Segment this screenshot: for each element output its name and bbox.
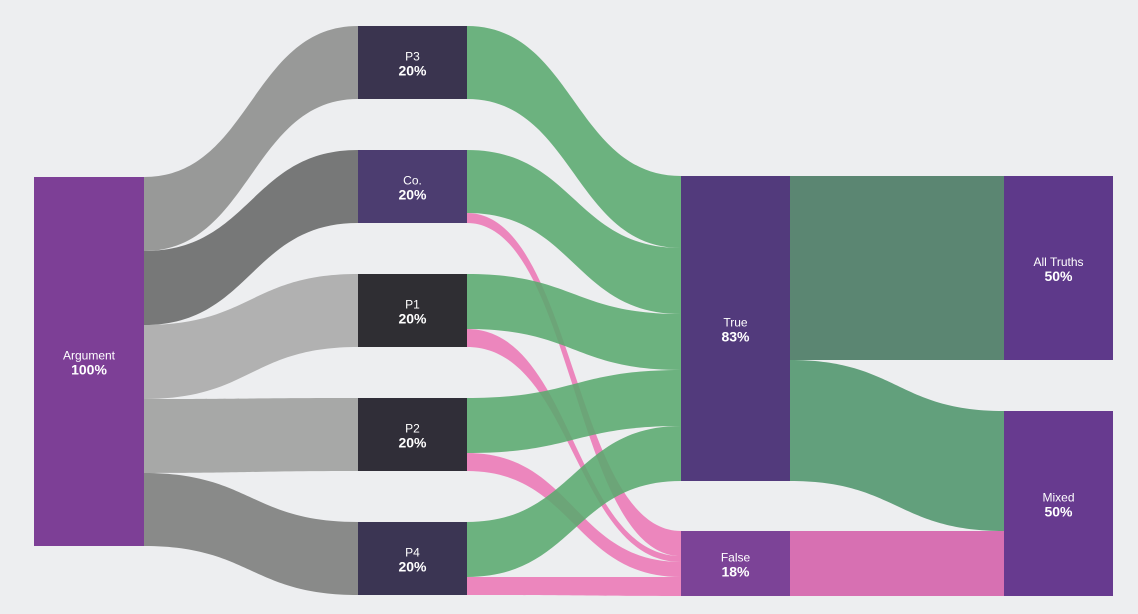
link-p4-to-true[interactable]: [467, 426, 681, 577]
node-true-value: 83%: [721, 329, 750, 345]
node-false-rect: [681, 531, 790, 596]
node-p4-value: 20%: [398, 559, 427, 575]
node-co-value: 20%: [398, 187, 427, 203]
node-co-rect: [358, 150, 467, 223]
node-p2-value: 20%: [398, 435, 427, 451]
node-p3-value: 20%: [398, 63, 427, 79]
link-argument-to-p4[interactable]: [144, 473, 358, 595]
link-argument-to-p1[interactable]: [144, 274, 358, 399]
node-p3-rect: [358, 26, 467, 99]
node-mixed-value: 50%: [1044, 504, 1073, 520]
link-p2-to-true[interactable]: [467, 370, 681, 453]
link-p1-to-true[interactable]: [467, 274, 681, 370]
node-p4-rect: [358, 522, 467, 595]
link-p3-to-true[interactable]: [467, 26, 681, 248]
node-mixed-rect: [1004, 411, 1113, 596]
link-p4-to-false[interactable]: [467, 577, 681, 596]
node-all-truths-value: 50%: [1044, 268, 1073, 284]
node-false-value: 18%: [721, 564, 750, 580]
node-p1-value: 20%: [398, 311, 427, 327]
links-layer: [144, 26, 1004, 596]
node-p1-name: P1: [405, 298, 420, 312]
node-argument-rect: [34, 177, 144, 546]
node-all-truths-rect: [1004, 176, 1113, 360]
node-argument-name: Argument: [63, 349, 116, 363]
node-mixed-name: Mixed: [1042, 491, 1074, 505]
link-p1-to-false[interactable]: [467, 329, 681, 562]
node-p4-name: P4: [405, 546, 420, 560]
node-argument-value: 100%: [71, 362, 107, 378]
node-p1-rect: [358, 274, 467, 347]
node-true-rect: [681, 176, 790, 481]
link-argument-to-co[interactable]: [144, 150, 358, 325]
link-co-to-true[interactable]: [467, 150, 681, 314]
nodes-layer: Argument100%P320%Co.20%P120%P220%P420%Tr…: [34, 26, 1113, 596]
link-true-to-all-truths[interactable]: [790, 176, 1004, 360]
node-co-name: Co.: [403, 174, 422, 188]
node-co[interactable]: Co.20%: [358, 150, 467, 223]
link-true-to-mixed[interactable]: [790, 360, 1004, 531]
node-all-truths-name: All Truths: [1033, 255, 1083, 269]
node-p2-rect: [358, 398, 467, 471]
link-argument-to-p2[interactable]: [144, 398, 358, 473]
link-false-to-mixed[interactable]: [790, 531, 1004, 596]
node-p2-name: P2: [405, 422, 420, 436]
node-p3-name: P3: [405, 50, 420, 64]
link-argument-to-p3[interactable]: [144, 26, 358, 251]
node-false-name: False: [721, 551, 751, 565]
node-true-name: True: [723, 316, 748, 330]
